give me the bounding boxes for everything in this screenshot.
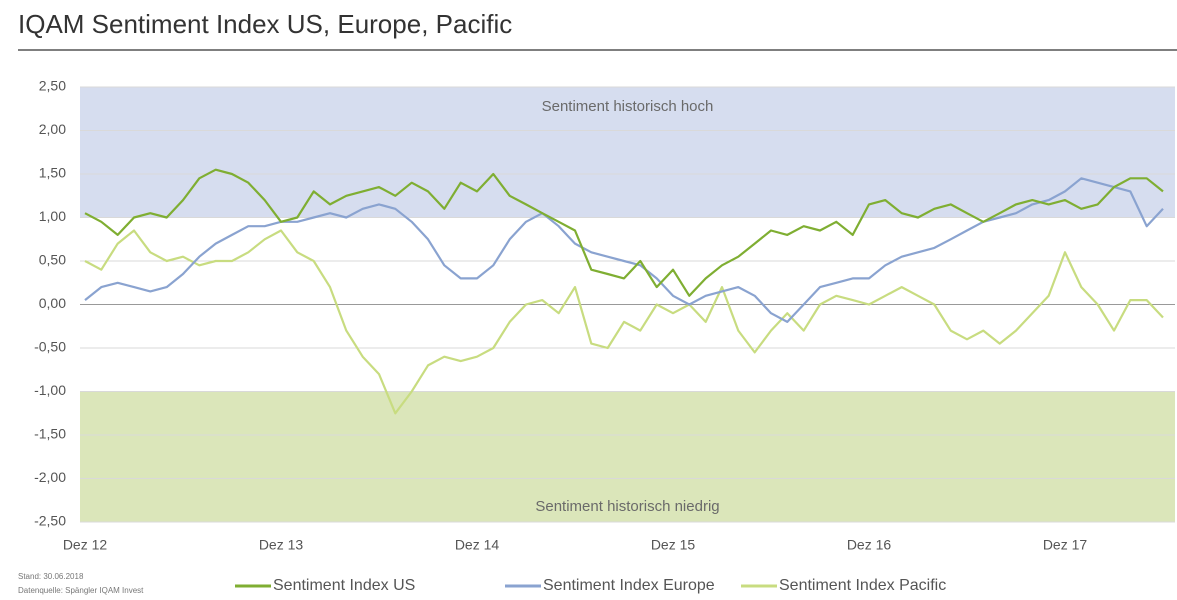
y-tick-label: -1,00 xyxy=(34,382,66,398)
x-tick-label: Dez 13 xyxy=(259,537,304,553)
band-label: Sentiment historisch hoch xyxy=(542,98,714,115)
chart-title: IQAM Sentiment Index US, Europe, Pacific xyxy=(18,9,512,39)
y-tick-label: -2,00 xyxy=(34,469,66,485)
y-tick-label: 2,00 xyxy=(39,121,66,137)
x-tick-label: Dez 12 xyxy=(63,537,108,553)
legend-label: Sentiment Index Pacific xyxy=(779,577,946,594)
y-tick-label: 0,50 xyxy=(39,252,66,268)
x-tick-label: Dez 17 xyxy=(1043,537,1088,553)
y-tick-label: -2,50 xyxy=(34,513,66,529)
band-label: Sentiment historisch niedrig xyxy=(535,498,719,515)
footnote: Datenquelle: Spängler IQAM Invest xyxy=(18,586,144,595)
band xyxy=(80,87,1175,218)
footnote: Stand: 30.06.2018 xyxy=(18,572,84,581)
y-tick-label: 1,00 xyxy=(39,208,66,224)
y-tick-label: 2,50 xyxy=(39,78,66,94)
series-line xyxy=(84,229,1164,415)
y-tick-label: -0,50 xyxy=(34,339,66,355)
band xyxy=(80,391,1175,522)
y-tick-label: 0,00 xyxy=(39,295,66,311)
x-tick-label: Dez 15 xyxy=(651,537,696,553)
series-line xyxy=(84,168,1164,297)
y-tick-label: 1,50 xyxy=(39,165,66,181)
x-tick-label: Dez 16 xyxy=(847,537,892,553)
y-tick-label: -1,50 xyxy=(34,426,66,442)
x-tick-label: Dez 14 xyxy=(455,537,500,553)
legend-label: Sentiment Index Europe xyxy=(543,577,715,594)
legend-label: Sentiment Index US xyxy=(273,577,415,594)
